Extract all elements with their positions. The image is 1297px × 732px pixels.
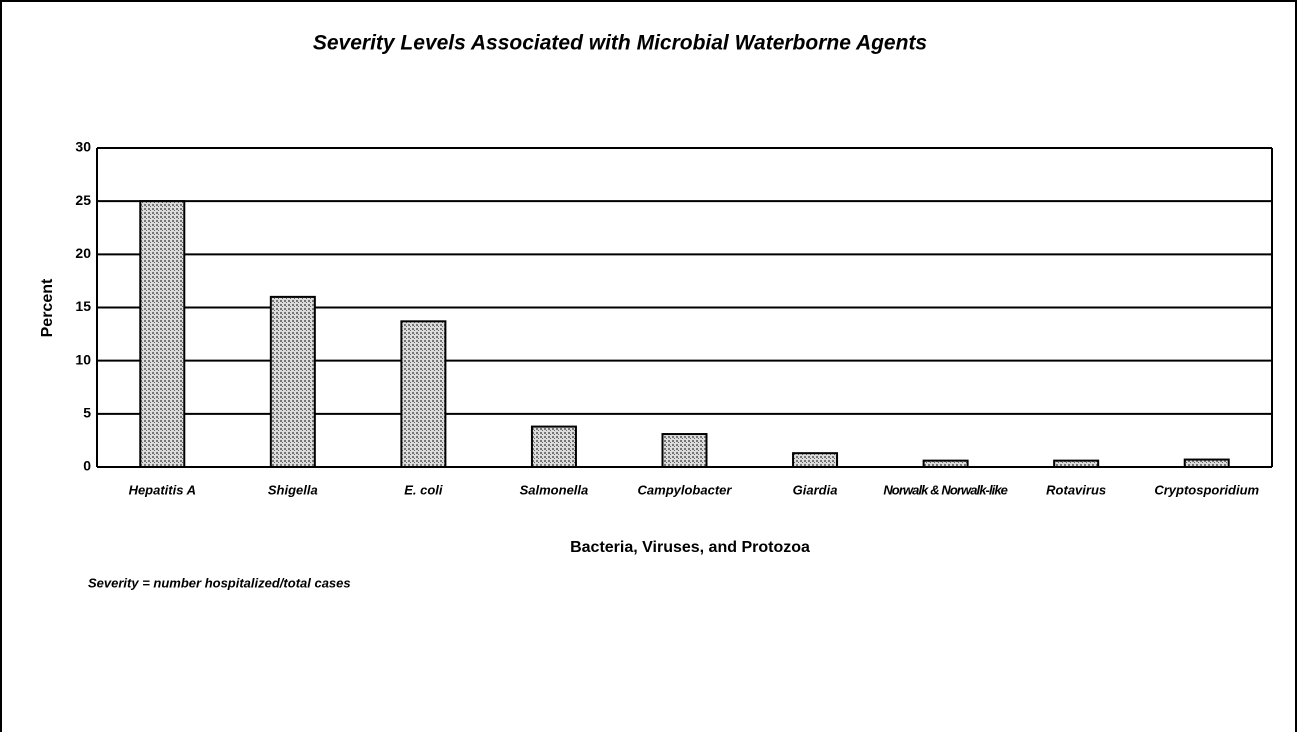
x-tick-label: Norwalk & Norwalk-like xyxy=(883,482,1008,497)
bar xyxy=(1053,459,1100,468)
bar xyxy=(661,433,708,468)
x-tick-label: Rotavirus xyxy=(1046,482,1106,497)
bar xyxy=(922,459,969,468)
x-tick-label: Giardia xyxy=(793,482,838,497)
x-tick-label: Campylobacter xyxy=(638,482,733,497)
x-tick-label: Cryptosporidium xyxy=(1154,482,1259,497)
x-tick-label: Hepatitis A xyxy=(129,482,196,497)
y-tick-label: 0 xyxy=(83,458,91,474)
y-tick-label: 5 xyxy=(83,405,91,421)
footnote: Severity = number hospitalized/total cas… xyxy=(88,575,351,590)
chart-title: Severity Levels Associated with Microbia… xyxy=(313,32,927,55)
y-tick-label: 10 xyxy=(75,351,91,367)
x-tick-label: E. coli xyxy=(404,482,443,497)
bar xyxy=(400,320,447,468)
y-tick-label: 20 xyxy=(75,245,91,261)
x-axis-label: Bacteria, Viruses, and Protozoa xyxy=(570,539,810,556)
bar xyxy=(269,295,316,468)
y-axis-label: Percent xyxy=(39,278,56,337)
bar xyxy=(139,200,186,469)
x-tick-label: Salmonella xyxy=(520,482,589,497)
bar xyxy=(792,452,839,468)
x-tick-label: Shigella xyxy=(268,482,318,497)
y-tick-label: 25 xyxy=(75,192,91,208)
bar xyxy=(530,425,577,468)
bar xyxy=(1183,458,1230,469)
y-tick-label: 30 xyxy=(75,139,91,155)
y-tick-label: 15 xyxy=(75,298,91,314)
